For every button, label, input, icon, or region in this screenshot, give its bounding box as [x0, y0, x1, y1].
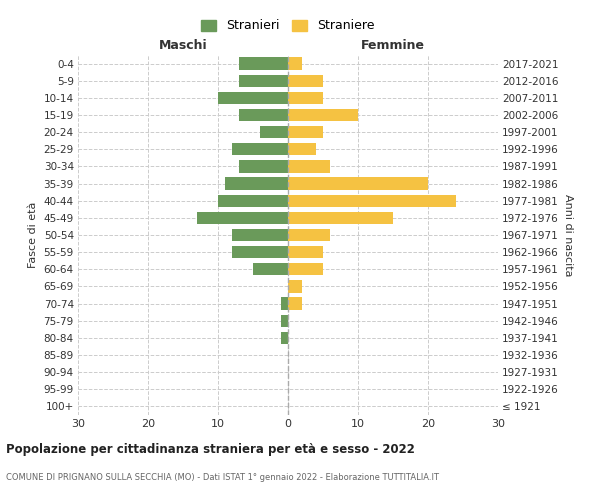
Bar [288, 92, 323, 104]
Bar [288, 143, 316, 156]
Y-axis label: Fasce di età: Fasce di età [28, 202, 38, 268]
Bar [239, 74, 288, 87]
Bar [239, 109, 288, 121]
Bar [281, 298, 288, 310]
Bar [281, 314, 288, 327]
Bar [218, 194, 288, 207]
Legend: Stranieri, Straniere: Stranieri, Straniere [196, 14, 380, 38]
Bar [260, 126, 288, 138]
Bar [288, 229, 330, 241]
Text: Maschi: Maschi [158, 38, 208, 52]
Bar [288, 126, 323, 138]
Bar [288, 280, 302, 292]
Text: COMUNE DI PRIGNANO SULLA SECCHIA (MO) - Dati ISTAT 1° gennaio 2022 - Elaborazion: COMUNE DI PRIGNANO SULLA SECCHIA (MO) - … [6, 472, 439, 482]
Bar [239, 160, 288, 172]
Y-axis label: Anni di nascita: Anni di nascita [563, 194, 573, 276]
Bar [232, 246, 288, 258]
Bar [288, 160, 330, 172]
Bar [218, 92, 288, 104]
Bar [288, 74, 323, 87]
Bar [288, 298, 302, 310]
Bar [288, 263, 323, 276]
Text: Femmine: Femmine [361, 38, 425, 52]
Bar [239, 58, 288, 70]
Bar [232, 143, 288, 156]
Bar [232, 229, 288, 241]
Bar [225, 178, 288, 190]
Bar [281, 332, 288, 344]
Bar [288, 178, 428, 190]
Bar [288, 212, 393, 224]
Bar [288, 58, 302, 70]
Text: Popolazione per cittadinanza straniera per età e sesso - 2022: Popolazione per cittadinanza straniera p… [6, 442, 415, 456]
Bar [253, 263, 288, 276]
Bar [288, 109, 358, 121]
Bar [288, 246, 323, 258]
Bar [197, 212, 288, 224]
Bar [288, 194, 456, 207]
